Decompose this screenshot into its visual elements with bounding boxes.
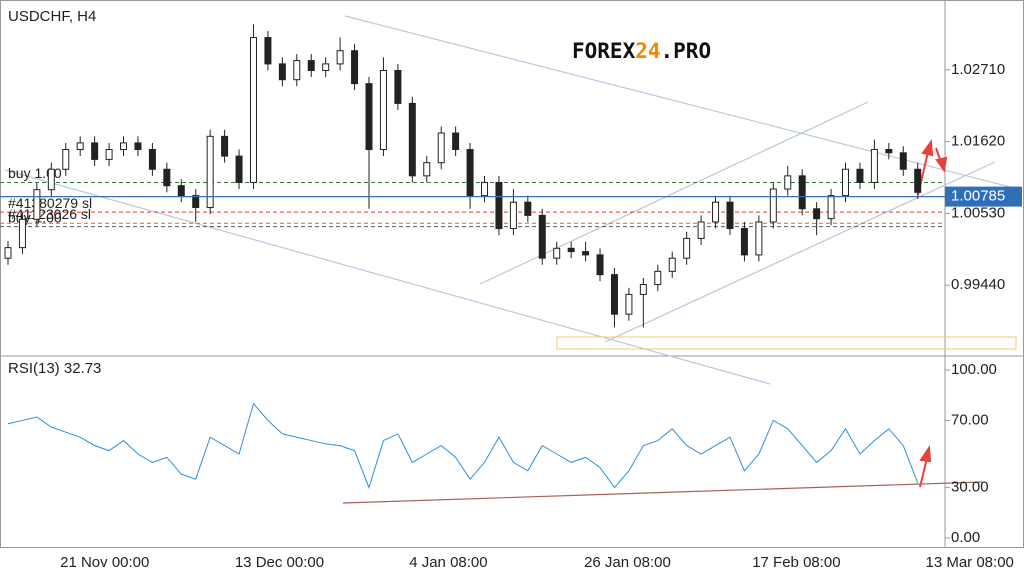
candle-body <box>336 50 344 65</box>
candle-body <box>322 63 330 71</box>
candle-body <box>76 142 84 151</box>
candle-body <box>163 168 171 187</box>
candle-body <box>842 168 850 197</box>
candle-body <box>740 228 748 256</box>
frame <box>0 0 1024 548</box>
candle-body <box>755 221 763 256</box>
candle-body <box>639 284 647 295</box>
y-tick-label: 0.00 <box>951 529 980 546</box>
rsi-line <box>7 402 919 490</box>
candle-body <box>827 195 835 220</box>
last-price-box <box>945 186 1022 207</box>
candle-body <box>784 175 792 190</box>
brand: FOREX24.PRO <box>572 39 711 63</box>
candle-body <box>134 142 142 151</box>
candle-body <box>33 189 41 220</box>
candle-body <box>423 162 431 177</box>
candle-body <box>264 37 272 65</box>
candles <box>7 24 919 328</box>
x-tick-label: 26 Jan 08:00 <box>584 554 671 571</box>
candle-body <box>148 149 156 170</box>
y-tick-label: 1.01620 <box>951 133 1005 150</box>
candle-body <box>712 201 720 223</box>
candle-body <box>495 181 503 230</box>
x-tick-label: 13 Dec 00:00 <box>235 554 324 571</box>
candle-body <box>452 132 460 151</box>
last-price-label: 1.00785 <box>951 188 1005 205</box>
candle-body <box>437 132 445 164</box>
brand-part: .PRO <box>661 39 712 63</box>
candle-body <box>856 168 864 183</box>
y-tick-label: 70.00 <box>951 411 989 428</box>
candle-body <box>567 247 575 253</box>
order-label: #41380279 sl <box>8 195 92 211</box>
candle-body <box>379 69 387 151</box>
candle-body <box>596 254 604 276</box>
chart-title: USDCHF, H4 <box>8 8 96 25</box>
brand-part: FOREX <box>572 39 636 63</box>
candle-body <box>683 237 691 259</box>
candle-body <box>899 152 907 170</box>
candle-body <box>798 175 806 210</box>
candle-body <box>47 168 55 191</box>
candle-body <box>654 270 662 286</box>
candle-body <box>582 251 590 256</box>
candle-body <box>394 69 402 104</box>
y-tick-label: 0.99440 <box>951 276 1005 293</box>
candle-body <box>668 257 676 272</box>
y-tick-label: 1.00530 <box>951 204 1005 221</box>
candle-body <box>466 149 474 197</box>
candle-body <box>91 142 99 160</box>
candle-body <box>249 37 257 183</box>
candle-body <box>914 168 922 193</box>
y-tick-label: 100.00 <box>951 361 997 378</box>
candle-body <box>697 221 705 239</box>
candle-body <box>408 102 416 177</box>
y-tick-label: 30.00 <box>951 479 989 496</box>
arrows <box>917 139 948 488</box>
candle-body <box>221 135 229 157</box>
candle-body <box>192 195 200 208</box>
candle-body <box>769 188 777 223</box>
candle-body <box>365 83 373 151</box>
candle-body <box>105 149 113 160</box>
candle-body <box>278 63 286 81</box>
candle-body <box>206 135 214 208</box>
candle-body <box>293 60 301 81</box>
zone-box <box>556 336 1017 350</box>
candle-body <box>235 155 243 183</box>
candle-body <box>120 142 128 151</box>
candle-body <box>813 208 821 220</box>
rsi-trend-line <box>342 481 983 504</box>
candle-body <box>307 60 315 71</box>
candle-body <box>885 149 893 154</box>
order-label: #41123026 sl <box>8 206 91 222</box>
x-tick-label: 13 Mar 08:00 <box>925 554 1013 571</box>
x-tick-label: 17 Feb 08:00 <box>752 554 840 571</box>
candle-body <box>18 218 26 249</box>
candle-body <box>481 181 489 197</box>
candle-body <box>625 293 633 315</box>
candle-body <box>610 274 618 315</box>
x-tick-label: 4 Jan 08:00 <box>409 554 487 571</box>
y-tick-label: 1.02710 <box>951 61 1005 78</box>
rsi-title: RSI(13) 32.73 <box>8 360 101 377</box>
candle-body <box>177 185 185 197</box>
candle-body <box>4 247 12 259</box>
candle-body <box>538 214 546 259</box>
x-tick-label: 21 Nov 00:00 <box>60 554 149 571</box>
candle-body <box>62 149 70 170</box>
candle-body <box>509 201 517 230</box>
brand-part: 24 <box>635 39 660 63</box>
candle-body <box>870 149 878 183</box>
candle-body <box>351 50 359 85</box>
candle-body <box>726 201 734 230</box>
candle-body <box>553 247 561 259</box>
candle-body <box>524 201 532 216</box>
